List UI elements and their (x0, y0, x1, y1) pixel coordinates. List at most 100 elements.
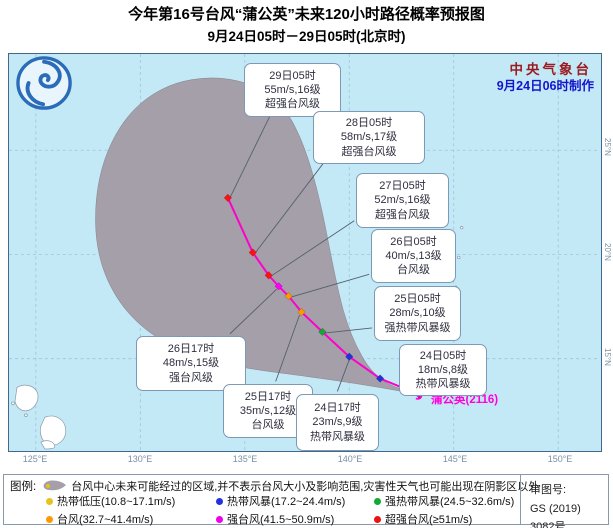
callout-text: 强台风级 (169, 371, 213, 384)
leader-line-26-17 (229, 288, 277, 335)
leader-line-25-05 (325, 327, 373, 334)
latitude-axis: 25°N 20°N 15°N (602, 53, 613, 452)
legend-item-label: 强热带风暴(24.5~32.6m/s) (385, 496, 515, 508)
islet (460, 226, 464, 230)
lat-tick-label: 20°N (603, 243, 612, 261)
forecast-callout-25-05: 25日05时 28m/s,10级 强热带风暴级 (374, 286, 461, 341)
agency-name: 中央气象台 (509, 62, 592, 77)
island (14, 384, 39, 412)
forecast-callout-27-05: 27日05时 52m/s,16级 超强台风级 (356, 173, 449, 228)
callout-text: 24日05时 (419, 349, 467, 362)
legend-color-dot (374, 515, 381, 523)
legend-color-dot (374, 497, 381, 505)
map-review-number: 审图号: GS (2019) 3082号 (530, 481, 608, 528)
callout-text: 超强台风级 (265, 98, 320, 111)
page-title: 今年第16号台风“蒲公英”未来120小时路径概率预报图 (128, 6, 485, 23)
callout-text: 23m/s,9级 (312, 416, 363, 429)
legend-items: 热带低压(10.8~17.1m/s) 热带风暴(17.2~24.4m/s) 强热带风… (46, 493, 514, 527)
legend-item: 台风(32.7~41.4m/s) (46, 511, 216, 527)
review-label: 审图号: (530, 484, 567, 496)
track-points (223, 193, 424, 399)
forecast-map: 中央气象台 9月24日06时制作 蒲公英(2116) 29日05时 55m/s,1… (8, 53, 602, 452)
callout-text: 28日05时 (345, 117, 393, 130)
lat-tick-label: 25°N (603, 138, 612, 156)
cone-icon (41, 479, 67, 494)
map-canvas (9, 54, 600, 450)
leader-line-24-17 (336, 359, 350, 392)
callout-text: 35m/s,12级 (239, 404, 297, 417)
legend-title: 图例: (10, 481, 37, 493)
forecast-callout-24-17: 24日17时 23m/s,9级 热带风暴级 (296, 394, 379, 451)
leader-line-27-05 (270, 220, 355, 277)
island (40, 415, 67, 446)
legend-item: 强热带风暴(24.5~32.6m/s) (374, 493, 514, 509)
typhoon-track-line (226, 197, 420, 396)
callout-text: 58m/s,17级 (340, 131, 398, 144)
callout-text: 28m/s,10级 (389, 307, 446, 320)
forecast-callout-26-17: 26日17时 48m/s,15级 强台风级 (136, 336, 246, 391)
probability-cone (95, 77, 420, 395)
callout-text: 26日05时 (390, 235, 437, 248)
callout-text: 台风级 (397, 264, 430, 277)
callout-text: 热带风暴级 (310, 430, 365, 443)
callout-text: 强热带风暴级 (384, 321, 451, 334)
lon-tick-label: 125°E (22, 454, 48, 464)
legend-divider (520, 475, 521, 524)
issue-time: 9月24日06时制作 (496, 79, 594, 93)
legend-color-dot (216, 515, 223, 523)
leader-line-28-05 (254, 162, 324, 254)
callout-text: 超强台风级 (375, 208, 430, 221)
typhoon-name-label: 蒲公英(2116) (431, 394, 499, 406)
lon-tick-label: 150°E (547, 454, 573, 464)
track-point-27日05时 (264, 271, 273, 280)
longitude-axis: 125°E 130°E 135°E 140°E 145°E 150°E (8, 454, 602, 468)
islands (11, 226, 464, 450)
legend-item-label: 热带风暴(17.2~24.4m/s) (227, 496, 346, 508)
track-point-mid (375, 374, 385, 383)
legend-item: 超强台风(≥51m/s) (374, 511, 514, 527)
callout-leader-lines (228, 116, 418, 394)
leader-line-29-05 (228, 116, 271, 201)
callout-text: 24日17时 (314, 402, 361, 415)
islet (11, 401, 15, 406)
callout-text: 29日05时 (269, 69, 316, 82)
lon-tick-label: 140°E (337, 454, 363, 464)
track-point-29日05时 (223, 193, 233, 203)
callout-text: 48m/s,15级 (162, 357, 220, 370)
legend-item: 热带风暴(17.2~24.4m/s) (216, 493, 374, 509)
callout-text: 热带风暴级 (415, 378, 471, 391)
callout-text: 18m/s,8级 (417, 363, 469, 376)
forecast-callout-29-05: 29日05时 55m/s,16级 超强台风级 (244, 63, 341, 117)
forecast-callout-26-05: 26日05时 40m/s,13级 台风级 (371, 229, 456, 283)
cma-logo (14, 55, 76, 116)
callout-text: 25日05时 (394, 293, 441, 306)
callout-text: 40m/s,13级 (385, 249, 442, 262)
cone-description: 台风中心未来可能经过的区域,并不表示台风大小及影响范围,灾害性天气也可能出现在阴… (71, 481, 540, 493)
track-point-25日05时 (318, 327, 327, 337)
callout-text: 26日17时 (167, 343, 215, 356)
forecast-callout-28-05: 28日05时 58m/s,17级 超强台风级 (313, 111, 425, 164)
callout-text: 台风级 (251, 419, 285, 432)
lat-tick-label: 15°N (603, 348, 612, 366)
legend-item: 热带低压(10.8~17.1m/s) (46, 493, 216, 509)
lon-tick-label: 135°E (232, 454, 258, 464)
legend-item-label: 强台风(41.5~50.9m/s) (227, 514, 335, 526)
page-subtitle: 9月24日05时－29日05时(北京时) (207, 29, 406, 44)
legend-item-label: 热带低压(10.8~17.1m/s) (57, 496, 176, 508)
callout-text: 55m/s,16级 (264, 83, 321, 96)
lon-tick-label: 145°E (442, 454, 468, 464)
legend-item-label: 超强台风(≥51m/s) (385, 514, 473, 526)
callout-text: 27日05时 (379, 180, 426, 193)
forecast-callout-24-05: 24日05时 18m/s,8级 热带风暴级 (399, 344, 487, 396)
review-number: GS (2019) 3082号 (530, 502, 581, 528)
legend-color-dot (46, 497, 53, 505)
callout-text: 52m/s,16级 (374, 194, 431, 207)
legend-item-label: 台风(32.7~41.4m/s) (57, 514, 154, 526)
callout-text: 25日17时 (244, 390, 292, 403)
legend-item: 强台风(41.5~50.9m/s) (216, 511, 374, 527)
lon-tick-label: 130°E (127, 454, 153, 464)
track-point-25日17时 (297, 307, 306, 317)
track-point-24日17时 (345, 352, 354, 361)
callout-text: 超强台风级 (341, 145, 397, 158)
